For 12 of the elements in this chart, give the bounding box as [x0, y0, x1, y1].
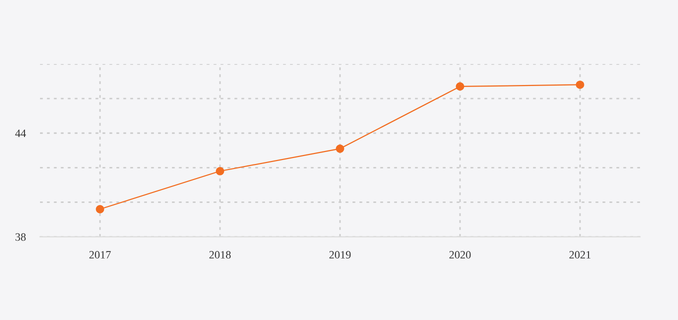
point	[216, 166, 224, 176]
point	[576, 80, 584, 89]
point	[96, 204, 104, 214]
y-tick-label: 38	[16, 233, 26, 241]
x-tick-label: 2018	[209, 251, 231, 259]
point	[336, 144, 344, 153]
x-tick-label: 2021	[569, 251, 590, 259]
y-tick-label: 44	[15, 130, 26, 137]
point	[456, 82, 464, 91]
x-tick-label: 2019	[329, 251, 351, 259]
x-tick-label: 2017	[89, 251, 111, 259]
x-tick-label: 2020	[449, 251, 471, 259]
